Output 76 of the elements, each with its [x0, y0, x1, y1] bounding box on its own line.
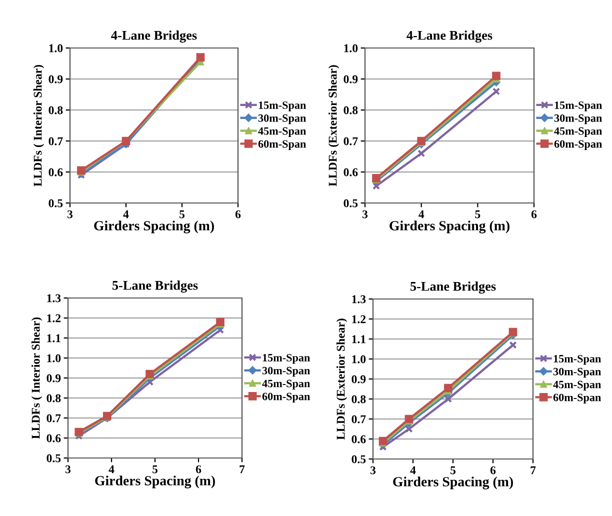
y-axis-title: LLDFs (Exterior Shear): [336, 318, 348, 440]
y-tick-label: 0.6: [48, 168, 63, 176]
y-tick-label: 1.0: [47, 354, 61, 362]
x-tick-label: 4: [108, 465, 114, 474]
x-tick-label: 6: [196, 465, 202, 474]
x-tick-label: 6: [490, 466, 496, 474]
legend-label: 30m-Span: [553, 368, 601, 378]
y-tick-label: 0.7: [48, 137, 63, 146]
y-tick-label: 0.8: [48, 106, 63, 114]
y-tick-label: 0.9: [46, 374, 61, 382]
legend-label: 60m-Span: [554, 140, 602, 150]
x-tick-label: 6: [235, 210, 241, 218]
y-tick-label: 0.7: [46, 414, 61, 422]
legend-label: 45m-Span: [554, 127, 602, 138]
x-axis-title: Girders Spacing (m): [390, 220, 510, 234]
y-tick-label: 0.7: [344, 137, 358, 146]
chart-title: 5-Lane Bridges: [410, 282, 496, 294]
x-axis-title: Girders Spacing (m): [94, 220, 214, 234]
y-tick-label: 0.6: [344, 168, 358, 176]
y-tick-label: 0.8: [46, 394, 61, 402]
x-tick-label: 5: [152, 465, 158, 474]
x-axis-title: Girders Spacing (m): [95, 476, 215, 488]
y-tick-label: 0.5: [352, 455, 366, 464]
x-axis-title: Girders Spacing (m): [393, 476, 513, 490]
legend-label: 60m-Span: [258, 140, 306, 150]
x-tick-label: 5: [180, 210, 185, 218]
y-tick-label: 1.0: [344, 44, 358, 52]
y-axis-title: LLDFs (Exterior Shear): [328, 65, 340, 186]
legend-label: 45m-Span: [553, 380, 601, 391]
y-tick-label: 1.2: [352, 315, 366, 324]
y-tick-label: 0.8: [352, 395, 366, 404]
legend-label: 15m-Span: [554, 101, 602, 112]
y-tick-label: 0.5: [46, 454, 61, 462]
legend-label: 60m-Span: [553, 394, 601, 404]
legend-label: 45m-Span: [258, 127, 306, 138]
legend-label: 30m-Span: [258, 114, 306, 124]
y-tick-label: 1.1: [47, 334, 60, 342]
x-tick-label: 3: [65, 465, 71, 474]
x-tick-label: 5: [450, 466, 456, 474]
y-axis-title: LLDFs ( Interior Shear): [33, 64, 44, 186]
y-tick-label: 1.0: [352, 355, 366, 364]
y-tick-label: 0.6: [352, 435, 366, 444]
y-tick-label: 0.5: [344, 199, 358, 208]
legend-label: 15m-Span: [554, 354, 601, 365]
y-tick-label: 0.7: [352, 415, 366, 424]
x-tick-label: 4: [410, 466, 416, 474]
y-axis-title: LLDFs ( Interior Shear): [31, 317, 42, 439]
x-tick-label: 7: [240, 465, 245, 474]
y-tick-label: 0.9: [352, 375, 366, 384]
x-tick-label: 4: [123, 210, 129, 218]
x-tick-label: 7: [530, 466, 536, 474]
y-tick-label: 1.1: [352, 335, 366, 344]
y-tick-label: 1.0: [49, 44, 63, 52]
x-tick-label: 5: [475, 210, 480, 218]
legend-label: 15m-Span: [258, 101, 306, 112]
y-tick-label: 0.9: [48, 75, 63, 84]
chart-title: 4-Lane Bridges: [111, 30, 197, 43]
y-tick-label: 1.3: [47, 294, 61, 302]
legend-label: 30m-Span: [262, 366, 310, 377]
chart-title: 5-Lane Bridges: [112, 280, 198, 293]
legend-label: 60m-Span: [262, 392, 310, 402]
y-tick-label: 0.5: [48, 199, 63, 208]
x-tick-label: 3: [370, 466, 376, 474]
y-tick-label: 1.3: [352, 295, 366, 304]
x-tick-label: 6: [531, 210, 537, 218]
x-tick-label: 3: [67, 210, 73, 218]
legend-label: 30m-Span: [554, 114, 602, 124]
y-tick-label: 0.8: [344, 106, 358, 114]
y-tick-label: 0.9: [344, 75, 358, 84]
x-tick-label: 3: [362, 210, 368, 218]
chart-title: 4-Lane Bridges: [406, 30, 492, 43]
y-tick-label: 1.2: [47, 314, 61, 322]
legend-label: 15m-Span: [262, 354, 310, 364]
x-tick-label: 4: [418, 210, 424, 218]
y-tick-label: 0.6: [46, 434, 61, 442]
legend-label: 45m-Span: [262, 380, 310, 390]
